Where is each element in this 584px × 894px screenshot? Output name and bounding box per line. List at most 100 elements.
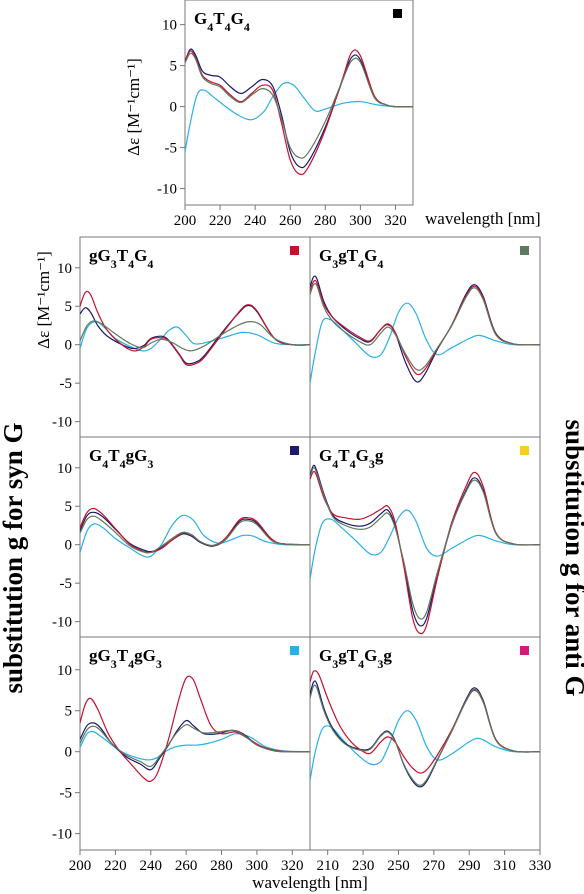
title-subscript: 3 bbox=[332, 257, 338, 271]
y-tick-label: 0 bbox=[65, 338, 73, 354]
x-tick-label: 310 bbox=[493, 858, 516, 874]
x-tick-label: 250 bbox=[387, 858, 410, 874]
panel-title: G3gT4G4 bbox=[319, 246, 383, 271]
series-line bbox=[310, 470, 540, 635]
y-tick-label: 10 bbox=[57, 663, 72, 679]
y-tick-label: 10 bbox=[57, 261, 72, 277]
panel-G3gT4G4: G3gT4G4 bbox=[309, 236, 541, 438]
y-tick-label: -5 bbox=[60, 376, 73, 392]
title-subscript: 4 bbox=[358, 257, 364, 271]
x-tick-label: 220 bbox=[104, 858, 127, 874]
x-tick-label: 280 bbox=[210, 858, 233, 874]
panel-title: G4T4gG3 bbox=[89, 446, 153, 471]
title-subscript: 4 bbox=[358, 657, 364, 671]
title-part: T bbox=[117, 646, 129, 665]
series-line bbox=[310, 282, 540, 371]
title-subscript: 4 bbox=[225, 20, 231, 34]
bottom-axis-0: 200 220 240 260 280 300 320 bbox=[69, 850, 304, 874]
series-group bbox=[80, 290, 310, 367]
x-tick-label: 220 bbox=[209, 213, 232, 229]
title-part: g bbox=[126, 446, 135, 465]
y-tick-label: -10 bbox=[52, 827, 72, 843]
series-line bbox=[310, 279, 540, 376]
title-subscript: 3 bbox=[369, 457, 375, 471]
title-part: T bbox=[108, 446, 120, 465]
y-tick-label: -5 bbox=[60, 786, 73, 802]
series-line bbox=[80, 320, 310, 352]
left-side-label: substitution g for syn G bbox=[0, 422, 28, 693]
panel-frame bbox=[309, 436, 541, 638]
title-part: G bbox=[356, 446, 369, 465]
y-tick-label: 0 bbox=[65, 538, 73, 554]
top-x-axis-label: wavelength [nm] bbox=[425, 209, 541, 228]
y-tick-label: 5 bbox=[65, 299, 73, 315]
series-line bbox=[310, 710, 540, 781]
top-xlabel: wavelength [nm] bbox=[425, 209, 541, 228]
x-tick-label: 330 bbox=[529, 858, 552, 874]
title-part: G bbox=[134, 246, 147, 265]
title-subscript: 4 bbox=[147, 257, 153, 271]
title-part: G bbox=[143, 646, 156, 665]
x-tick-label: 270 bbox=[423, 858, 446, 874]
y-tick-label: 5 bbox=[170, 59, 178, 75]
title-subscript: 3 bbox=[156, 657, 162, 671]
title-part: G bbox=[231, 9, 244, 28]
x-tick-label: 260 bbox=[175, 858, 198, 874]
title-part: g bbox=[134, 646, 143, 665]
x-tick-label: 200 bbox=[174, 213, 197, 229]
series-group bbox=[310, 464, 540, 635]
title-subscript: 4 bbox=[207, 20, 213, 34]
series-group bbox=[185, 48, 413, 176]
series-line bbox=[80, 304, 310, 365]
series-group bbox=[310, 275, 540, 384]
grid-ylabel: Δε [M⁻¹cm⁻¹] bbox=[34, 251, 53, 349]
series-line bbox=[80, 514, 310, 558]
panel-title: G3gT4G3g bbox=[319, 646, 392, 671]
series-line bbox=[185, 48, 413, 169]
title-part: T bbox=[213, 9, 225, 28]
title-subscript: 3 bbox=[147, 457, 153, 471]
title-subscript: 4 bbox=[102, 457, 108, 471]
series-line bbox=[185, 49, 413, 176]
series-line bbox=[80, 320, 310, 352]
series-line bbox=[80, 675, 310, 783]
title-part: g bbox=[338, 246, 347, 265]
title-part: g bbox=[383, 646, 392, 665]
x-tick-label: 230 bbox=[352, 858, 375, 874]
series-group bbox=[80, 675, 310, 783]
x-tick-label: 290 bbox=[458, 858, 481, 874]
series-group bbox=[310, 670, 540, 788]
marker-square bbox=[290, 446, 299, 455]
marker-square bbox=[290, 246, 299, 255]
y-tick-label: 0 bbox=[170, 100, 178, 116]
series-line bbox=[80, 511, 310, 553]
title-subscript: 4 bbox=[128, 257, 134, 271]
y-tick-label: -10 bbox=[52, 415, 72, 431]
marker-square bbox=[520, 646, 529, 655]
x-tick-label: 200 bbox=[69, 858, 92, 874]
x-tick-label: 300 bbox=[246, 858, 269, 874]
title-part: T bbox=[338, 446, 350, 465]
y-tick-label: 5 bbox=[65, 499, 73, 515]
x-tick-label: 210 bbox=[316, 858, 339, 874]
title-subscript: 4 bbox=[128, 657, 134, 671]
marker-square bbox=[520, 446, 529, 455]
bottom-xlabel: wavelength [nm] bbox=[252, 873, 368, 892]
series-line bbox=[310, 684, 540, 786]
title-part: T bbox=[347, 246, 359, 265]
title-subscript: 4 bbox=[377, 257, 383, 271]
title-subscript: 3 bbox=[377, 657, 383, 671]
series-line bbox=[80, 507, 310, 554]
bottom-axis-1: 210 230 250 270 290 310 330 bbox=[316, 850, 551, 874]
series-line bbox=[310, 302, 540, 384]
title-subscript: 4 bbox=[350, 457, 356, 471]
title-part: G bbox=[319, 246, 332, 265]
x-tick-label: 300 bbox=[349, 213, 372, 229]
series-line bbox=[80, 730, 310, 761]
x-tick-label: 320 bbox=[281, 858, 304, 874]
series-line bbox=[310, 509, 540, 580]
